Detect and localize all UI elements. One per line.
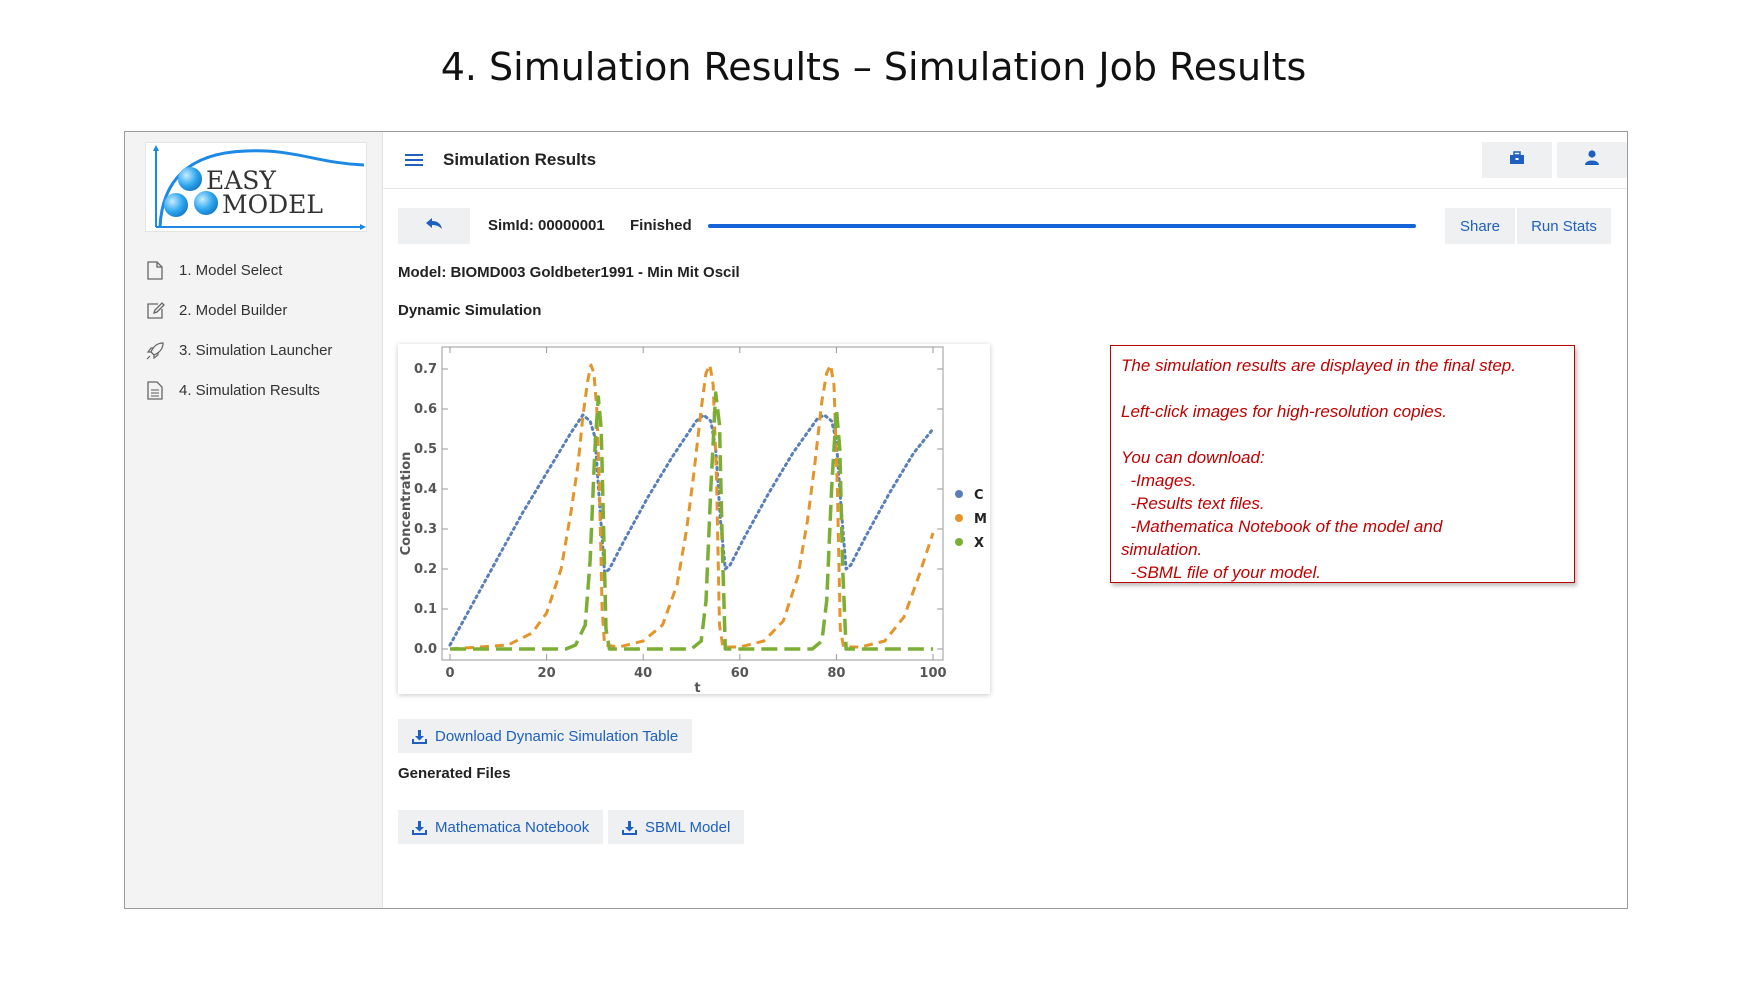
y-axis-label: Concentration	[399, 452, 414, 556]
download-icon	[412, 820, 427, 835]
y-tick-label: 0.3	[414, 522, 437, 537]
document-icon	[145, 380, 165, 400]
note-line: -Results text files.	[1121, 494, 1265, 513]
y-tick-label: 0.6	[414, 402, 437, 417]
sidebar-item-simulation-results[interactable]: 4. Simulation Results	[125, 370, 382, 410]
reply-arrow-icon	[425, 217, 443, 235]
legend-marker-C	[955, 490, 963, 498]
y-tick-label: 0.2	[414, 562, 437, 577]
x-tick-label: 40	[634, 666, 652, 681]
chart-svg: 0 20 40 60 80 100 0.0 0.1 0.2 0.3 0.4 0.5 0.6 0.7 t Con…	[399, 346, 987, 696]
note-line: -Images.	[1121, 471, 1197, 490]
download-table-button[interactable]: Download Dynamic Simulation Table	[398, 719, 693, 753]
easymodel-logo[interactable]: EASY MODEL	[145, 142, 367, 232]
x-axis-label: t	[694, 681, 700, 694]
annotation-callout: The simulation results are displayed in …	[1110, 345, 1575, 583]
progress-fill	[708, 224, 1416, 228]
sidebar-item-model-select[interactable]: 1. Model Select	[125, 250, 382, 290]
menu-icon[interactable]	[405, 151, 423, 169]
top-bar: Simulation Results	[383, 132, 1627, 189]
x-tick-label: 80	[827, 666, 845, 681]
x-tick-label: 0	[445, 666, 454, 681]
user-icon	[1585, 150, 1599, 170]
plot-frame	[441, 346, 944, 661]
notebook-label: Mathematica Notebook	[435, 818, 590, 836]
note-line: Left-click images for high-resolution co…	[1121, 402, 1447, 421]
y-tick-label: 0.5	[414, 442, 437, 457]
logo-graphic: EASY MODEL	[153, 145, 366, 230]
user-button[interactable]	[1557, 142, 1627, 178]
series-line-X	[450, 391, 933, 651]
section-title-generated: Generated Files	[398, 765, 511, 782]
toolbox-icon	[1509, 150, 1525, 170]
sidebar-item-label: 1. Model Select	[179, 261, 283, 279]
legend-label-X: X	[974, 536, 984, 551]
sidebar-item-simulation-launcher[interactable]: 3. Simulation Launcher	[125, 330, 382, 370]
sbml-label: SBML Model	[645, 818, 731, 836]
sidebar-item-label: 4. Simulation Results	[179, 381, 320, 399]
progress-bar	[708, 224, 1416, 228]
logo-text-easy: EASY	[206, 166, 276, 195]
download-table-label: Download Dynamic Simulation Table	[435, 727, 679, 745]
x-tick-label: 60	[731, 666, 749, 681]
note-line: simulation.	[1121, 540, 1203, 559]
y-tick-label: 0.1	[414, 602, 437, 617]
sidebar-nav: 1. Model Select 2. Model Builder 3. Simu…	[125, 250, 382, 410]
legend-marker-X	[955, 538, 963, 546]
note-line: -SBML file of your model.	[1121, 563, 1321, 582]
legend-label-M: M	[974, 512, 987, 527]
download-icon	[412, 729, 427, 744]
edit-icon	[145, 300, 165, 320]
file-icon	[145, 260, 165, 280]
y-tick-label: 0.7	[414, 362, 437, 377]
series-line-M	[449, 363, 935, 651]
share-button[interactable]: Share	[1445, 208, 1515, 244]
toolbox-button[interactable]	[1482, 142, 1552, 178]
series-line-C	[448, 413, 935, 647]
notebook-download-button[interactable]: Mathematica Notebook	[398, 810, 604, 844]
sidebar: EASY MODEL 1. Model Select 2. Model Buil…	[125, 132, 383, 908]
back-button[interactable]	[398, 208, 470, 244]
legend-label-C: C	[974, 488, 984, 503]
sim-id: SimId: 00000001	[488, 217, 605, 234]
rocket-icon	[145, 340, 165, 360]
simulation-chart[interactable]: 0 20 40 60 80 100 0.0 0.1 0.2 0.3 0.4 0.5 0.6 0.7 t Con…	[398, 344, 990, 696]
sidebar-item-label: 3. Simulation Launcher	[179, 341, 333, 359]
slide-title: 4. Simulation Results – Simulation Job R…	[440, 45, 1307, 89]
section-title-dynamic: Dynamic Simulation	[398, 302, 542, 319]
logo-text-model: MODEL	[222, 190, 323, 219]
x-tick-label: 20	[538, 666, 556, 681]
sidebar-item-model-builder[interactable]: 2. Model Builder	[125, 290, 382, 330]
sbml-download-button[interactable]: SBML Model	[608, 810, 745, 844]
note-line: The simulation results are displayed in …	[1121, 356, 1516, 375]
sim-status: Finished	[630, 217, 692, 234]
y-tick-label: 0.0	[414, 642, 437, 657]
x-tick-label: 100	[919, 666, 946, 681]
sidebar-item-label: 2. Model Builder	[179, 301, 288, 319]
page-title: Simulation Results	[443, 150, 597, 169]
note-line: -Mathematica Notebook of the model and	[1121, 517, 1443, 536]
status-bar: SimId: 00000001 Finished Share Run Stats	[398, 208, 1611, 244]
model-name: Model: BIOMD003 Goldbeter1991 - Min Mit …	[398, 264, 740, 281]
note-line: You can download:	[1121, 448, 1265, 467]
run-stats-button[interactable]: Run Stats	[1517, 208, 1611, 244]
download-icon	[622, 820, 637, 835]
legend-marker-M	[955, 514, 963, 522]
y-tick-label: 0.4	[414, 482, 437, 497]
